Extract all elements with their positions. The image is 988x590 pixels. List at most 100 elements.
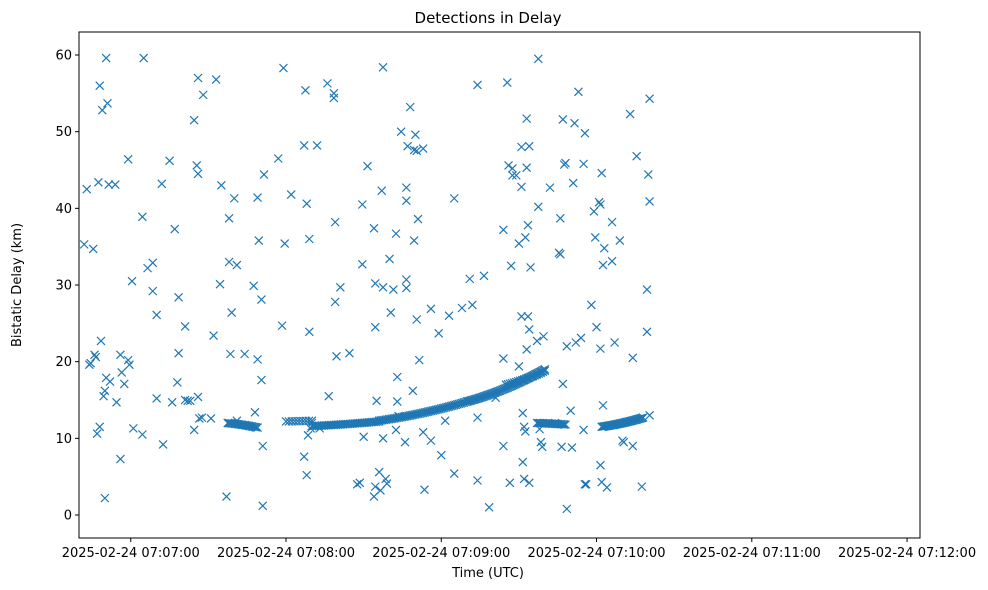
x-tick-label: 2025-02-24 07:11:00 bbox=[683, 546, 821, 561]
data-point bbox=[524, 325, 534, 334]
data-point bbox=[607, 217, 617, 227]
data-point bbox=[93, 177, 103, 187]
data-point bbox=[363, 161, 372, 171]
data-point bbox=[103, 98, 112, 108]
data-point bbox=[636, 413, 646, 423]
data-point bbox=[592, 322, 601, 332]
data-point bbox=[279, 63, 288, 73]
data-point bbox=[645, 197, 655, 206]
data-point bbox=[148, 258, 158, 268]
data-point bbox=[457, 303, 467, 313]
data-point bbox=[628, 441, 638, 451]
data-point bbox=[391, 425, 401, 435]
data-point bbox=[372, 396, 382, 406]
data-point bbox=[558, 114, 568, 124]
data-point bbox=[280, 239, 290, 249]
data-point bbox=[299, 452, 309, 462]
data-point bbox=[369, 223, 379, 233]
data-point bbox=[99, 391, 109, 401]
data-point bbox=[602, 482, 612, 492]
data-point bbox=[595, 460, 605, 470]
data-point bbox=[511, 170, 521, 180]
data-point bbox=[137, 430, 147, 439]
data-point bbox=[378, 282, 388, 292]
data-point bbox=[642, 285, 652, 295]
data-point bbox=[240, 349, 250, 359]
data-point bbox=[403, 141, 413, 151]
data-point bbox=[158, 440, 168, 449]
data-point bbox=[414, 355, 424, 365]
data-point bbox=[388, 285, 398, 295]
scatter-series bbox=[79, 53, 655, 514]
data-point bbox=[451, 400, 461, 410]
data-point bbox=[574, 87, 583, 97]
x-tick-label: 2025-02-24 07:12:00 bbox=[838, 546, 976, 561]
data-point bbox=[392, 397, 402, 406]
x-tick-label: 2025-02-24 07:09:00 bbox=[372, 546, 510, 561]
data-point bbox=[643, 170, 653, 180]
data-point bbox=[518, 408, 528, 418]
data-point bbox=[457, 398, 467, 408]
data-point bbox=[440, 416, 450, 426]
data-point bbox=[434, 328, 444, 338]
data-point bbox=[357, 200, 367, 209]
data-point bbox=[579, 159, 589, 169]
data-point bbox=[449, 469, 459, 479]
data-point bbox=[193, 169, 203, 179]
data-point bbox=[119, 379, 129, 389]
data-point bbox=[638, 413, 648, 423]
data-point bbox=[533, 54, 543, 64]
data-point bbox=[520, 233, 530, 242]
data-point bbox=[540, 366, 550, 376]
y-tick-label: 50 bbox=[55, 125, 72, 140]
data-point bbox=[385, 254, 394, 264]
data-point bbox=[224, 213, 234, 223]
data-point bbox=[257, 295, 266, 304]
data-point bbox=[405, 102, 415, 112]
data-point bbox=[555, 213, 565, 223]
data-point bbox=[590, 233, 600, 242]
data-point bbox=[273, 154, 283, 163]
data-point bbox=[408, 386, 418, 396]
data-point bbox=[597, 168, 607, 178]
data-point bbox=[148, 286, 158, 296]
data-point bbox=[253, 354, 262, 364]
data-point bbox=[105, 377, 115, 387]
data-point bbox=[324, 391, 334, 401]
x-tick-label: 2025-02-24 07:10:00 bbox=[527, 546, 665, 561]
data-point bbox=[100, 386, 110, 396]
data-point bbox=[498, 225, 508, 235]
data-point bbox=[392, 372, 402, 382]
data-point bbox=[444, 311, 454, 321]
data-point bbox=[180, 321, 190, 331]
data-point bbox=[355, 478, 365, 488]
data-point bbox=[498, 354, 508, 364]
data-point bbox=[645, 410, 655, 420]
data-point bbox=[332, 351, 341, 361]
data-point bbox=[232, 260, 242, 270]
data-point bbox=[533, 202, 543, 212]
data-point bbox=[642, 327, 652, 337]
data-point bbox=[518, 457, 528, 467]
data-point bbox=[300, 85, 310, 95]
data-point bbox=[167, 397, 177, 407]
data-point bbox=[558, 419, 567, 429]
data-point bbox=[632, 151, 642, 161]
data-point bbox=[449, 400, 459, 410]
data-point bbox=[335, 282, 345, 292]
data-point bbox=[519, 474, 529, 484]
data-point bbox=[508, 164, 517, 173]
data-point bbox=[517, 182, 526, 192]
data-point bbox=[400, 437, 410, 447]
data-point bbox=[555, 249, 565, 259]
data-point bbox=[216, 180, 226, 190]
x-axis-label: Time (UTC) bbox=[451, 566, 524, 581]
data-point bbox=[412, 146, 422, 156]
data-point bbox=[386, 308, 396, 318]
data-point bbox=[561, 158, 570, 168]
data-point bbox=[409, 236, 419, 245]
data-point bbox=[286, 190, 296, 199]
data-point bbox=[396, 127, 406, 137]
y-tick-label: 60 bbox=[55, 49, 72, 64]
